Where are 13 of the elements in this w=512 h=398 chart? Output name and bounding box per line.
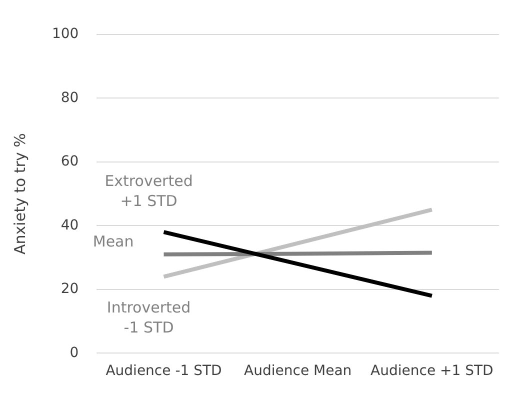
y-axis-title: Anxiety to try % [10, 133, 29, 254]
x-tick-label: Audience -1 STD [106, 363, 222, 380]
series-label: Extroverted +1 STD [104, 172, 193, 210]
series-label: Introverted -1 STD [106, 298, 191, 337]
x-tick-label: Audience Mean [244, 363, 352, 380]
text: Mean [92, 232, 134, 250]
y-tick-label: 40 [60, 217, 79, 234]
y-tick-label: 80 [60, 90, 79, 106]
y-tick-label: 20 [60, 281, 79, 298]
y-tick-label: 0 [70, 344, 79, 361]
y-tick-label: 100 [52, 26, 79, 42]
y-tick-label: 60 [60, 154, 79, 170]
x-tick-label: Audience +1 STD [370, 363, 494, 380]
